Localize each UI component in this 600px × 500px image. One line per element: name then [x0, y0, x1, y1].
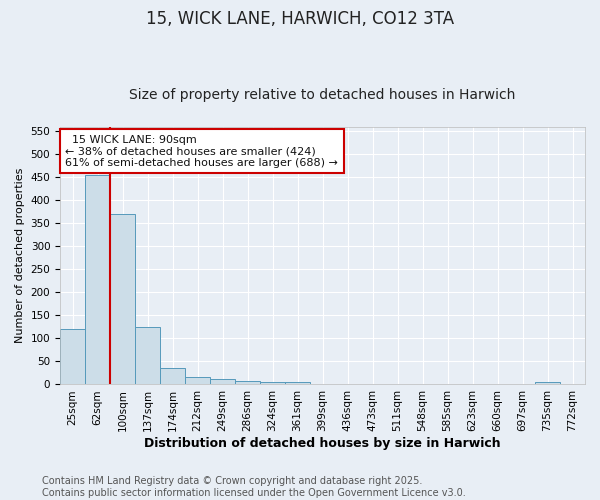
Bar — [60, 329, 85, 384]
Bar — [185, 376, 210, 384]
Bar — [535, 382, 560, 384]
Bar — [235, 381, 260, 384]
Bar — [110, 214, 135, 384]
Bar — [285, 382, 310, 384]
Text: Contains HM Land Registry data © Crown copyright and database right 2025.
Contai: Contains HM Land Registry data © Crown c… — [42, 476, 466, 498]
Y-axis label: Number of detached properties: Number of detached properties — [15, 168, 25, 344]
Bar — [260, 382, 285, 384]
Bar — [210, 379, 235, 384]
Title: Size of property relative to detached houses in Harwich: Size of property relative to detached ho… — [130, 88, 516, 102]
Bar — [160, 368, 185, 384]
Text: 15 WICK LANE: 90sqm
← 38% of detached houses are smaller (424)
61% of semi-detac: 15 WICK LANE: 90sqm ← 38% of detached ho… — [65, 134, 338, 168]
Bar — [85, 175, 110, 384]
Bar — [135, 327, 160, 384]
X-axis label: Distribution of detached houses by size in Harwich: Distribution of detached houses by size … — [144, 437, 501, 450]
Text: 15, WICK LANE, HARWICH, CO12 3TA: 15, WICK LANE, HARWICH, CO12 3TA — [146, 10, 454, 28]
